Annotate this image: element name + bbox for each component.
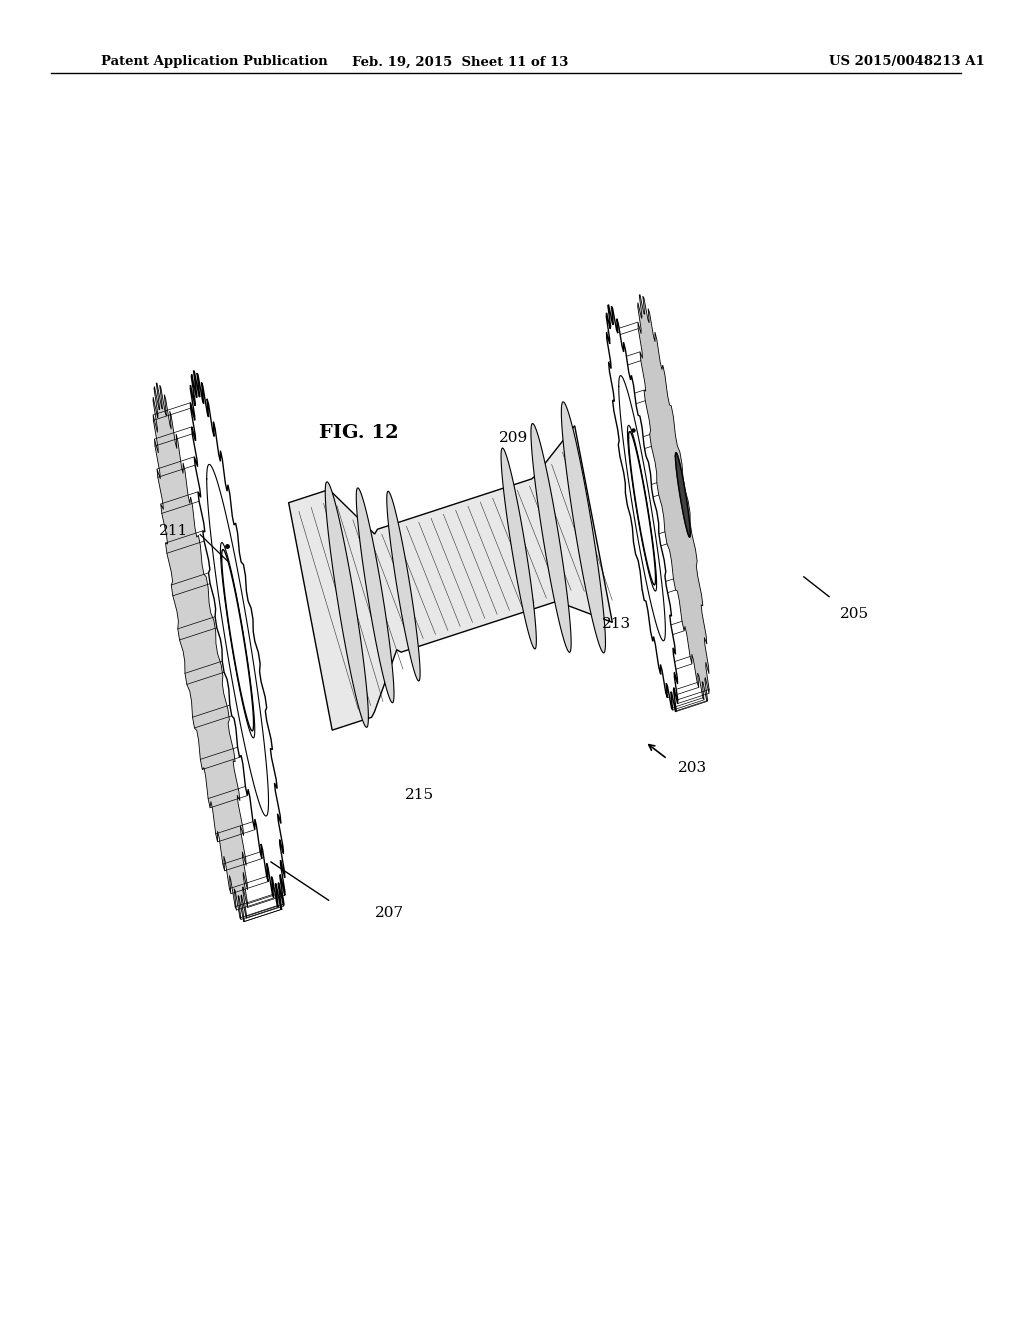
Polygon shape — [501, 447, 537, 649]
Polygon shape — [326, 482, 369, 727]
Text: 213: 213 — [602, 618, 632, 631]
Text: Feb. 19, 2015  Sheet 11 of 13: Feb. 19, 2015 Sheet 11 of 13 — [352, 55, 568, 69]
Text: US 2015/0048213 A1: US 2015/0048213 A1 — [829, 55, 985, 69]
Text: 203: 203 — [678, 762, 708, 775]
Polygon shape — [530, 424, 571, 652]
Text: 205: 205 — [840, 607, 869, 620]
Text: 211: 211 — [160, 524, 188, 537]
Text: Patent Application Publication: Patent Application Publication — [101, 55, 328, 69]
Polygon shape — [356, 488, 394, 702]
Polygon shape — [153, 383, 248, 921]
Text: FIG. 12: FIG. 12 — [319, 424, 398, 442]
Text: 209: 209 — [499, 432, 528, 445]
Polygon shape — [289, 425, 612, 730]
Polygon shape — [387, 491, 420, 681]
Polygon shape — [190, 371, 285, 909]
Text: 215: 215 — [406, 788, 434, 801]
Polygon shape — [638, 294, 710, 701]
Polygon shape — [561, 401, 605, 653]
Polygon shape — [676, 453, 690, 537]
Text: 207: 207 — [375, 907, 403, 920]
Polygon shape — [606, 305, 678, 711]
